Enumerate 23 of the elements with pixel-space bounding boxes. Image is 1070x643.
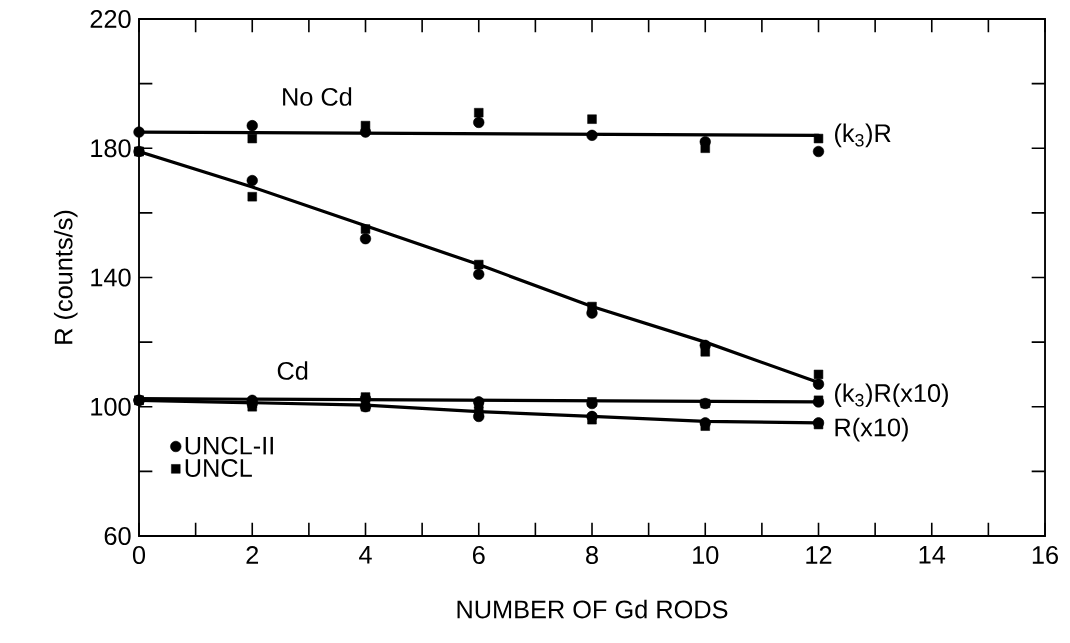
- x-tick-label: 2: [246, 546, 259, 564]
- y-tick-label: 100: [91, 397, 131, 416]
- x-axis-title: NUMBER OF Gd RODS: [457, 599, 728, 619]
- x-tick-label: 12: [806, 546, 832, 564]
- y-tick-label: 140: [91, 268, 131, 287]
- x-tick-label: 8: [586, 546, 598, 564]
- legend-label: UNCL-II: [185, 436, 273, 455]
- annotation: No Cd: [283, 87, 352, 106]
- y-tick-label: 180: [91, 139, 131, 158]
- series-label: R(x10): [835, 417, 908, 442]
- x-tick-label: 6: [472, 546, 485, 564]
- y-tick-label: 220: [90, 10, 131, 28]
- x-tick-label: 10: [693, 546, 719, 564]
- x-tick-label: 16: [1032, 546, 1058, 564]
- y-axis-title: R (counts/s): [53, 210, 78, 344]
- x-tick-label: 0: [132, 546, 146, 564]
- series-label: (k$_{3}$)R: [835, 123, 891, 148]
- annotation: Cd: [277, 361, 308, 380]
- x-tick-label: 14: [919, 546, 946, 564]
- legend-label: UNCL: [185, 459, 252, 477]
- x-tick-label: 4: [359, 546, 372, 564]
- series-label: (k$_{3}$)R(x10): [835, 383, 948, 408]
- y-tick-label: 60: [104, 527, 131, 545]
